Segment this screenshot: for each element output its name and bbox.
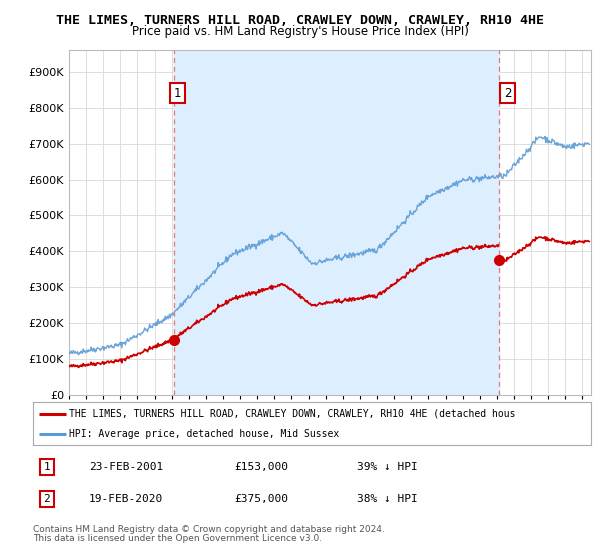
Text: £153,000: £153,000: [234, 462, 288, 472]
Text: 19-FEB-2020: 19-FEB-2020: [89, 494, 163, 504]
Text: 1: 1: [173, 87, 181, 100]
Text: THE LIMES, TURNERS HILL ROAD, CRAWLEY DOWN, CRAWLEY, RH10 4HE: THE LIMES, TURNERS HILL ROAD, CRAWLEY DO…: [56, 14, 544, 27]
Text: 1: 1: [44, 462, 50, 472]
Text: 38% ↓ HPI: 38% ↓ HPI: [356, 494, 418, 504]
Text: HPI: Average price, detached house, Mid Sussex: HPI: Average price, detached house, Mid …: [69, 430, 340, 439]
Text: £375,000: £375,000: [234, 494, 288, 504]
Text: 2: 2: [44, 494, 50, 504]
Text: 23-FEB-2001: 23-FEB-2001: [89, 462, 163, 472]
Text: 39% ↓ HPI: 39% ↓ HPI: [356, 462, 418, 472]
Text: 2: 2: [504, 87, 511, 100]
Text: Contains HM Land Registry data © Crown copyright and database right 2024.: Contains HM Land Registry data © Crown c…: [33, 525, 385, 534]
Text: THE LIMES, TURNERS HILL ROAD, CRAWLEY DOWN, CRAWLEY, RH10 4HE (detached hous: THE LIMES, TURNERS HILL ROAD, CRAWLEY DO…: [69, 409, 516, 419]
Text: This data is licensed under the Open Government Licence v3.0.: This data is licensed under the Open Gov…: [33, 534, 322, 543]
Text: Price paid vs. HM Land Registry's House Price Index (HPI): Price paid vs. HM Land Registry's House …: [131, 25, 469, 38]
Bar: [174, 50, 499, 395]
